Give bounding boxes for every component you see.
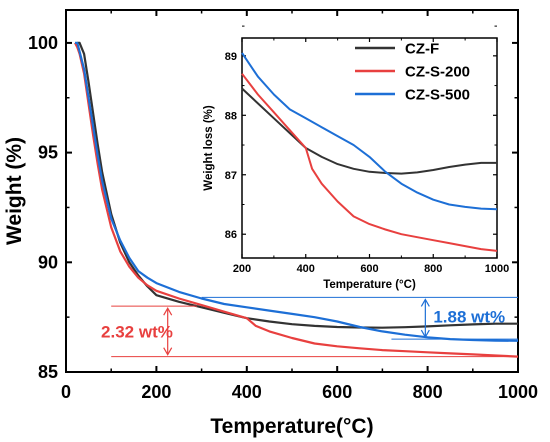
inset-y-tick-label: 86 — [225, 229, 237, 241]
x-tick-label: 600 — [322, 382, 352, 402]
y-tick-label: 90 — [38, 252, 58, 272]
y-tick-label: 95 — [38, 143, 58, 163]
legend: CZ-F CZ-S-200 CZ-S-500 — [355, 41, 470, 104]
annotation-arrow-head-up — [420, 298, 430, 307]
inset-y-tick-label: 87 — [225, 170, 237, 182]
inset-x-tick-label: 200 — [233, 263, 251, 275]
inset-plot: 200 400 600 800 1000 86 87 88 89 Temperature (°C)… — [203, 25, 509, 291]
annotation-arrow-head-down — [163, 347, 173, 356]
annotation-label-red: 2.32 wt% — [101, 322, 173, 341]
main-plot: 0 200 400 600 800 1000 85 90 95 100 Temperature(°C… — [3, 9, 538, 438]
x-tick-label: 0 — [61, 382, 71, 402]
x-tick-label: 200 — [141, 382, 171, 402]
annotation-label-blue: 1.88 wt% — [433, 307, 505, 326]
inset-series-line-cz-s-200 — [241, 73, 498, 252]
legend-label-cz-f: CZ-F — [405, 41, 439, 58]
inset-series-line-cz-f — [241, 87, 497, 175]
inset-x-tick-label: 800 — [424, 263, 442, 275]
series-line-cz-f — [77, 41, 518, 329]
series-line-cz-s-200 — [74, 42, 519, 358]
inset-y-axis-label: Weight loss (%) — [203, 105, 215, 191]
y-tick-label: 85 — [38, 362, 58, 382]
annotation-arrow-head-up — [163, 306, 173, 316]
legend-label-cz-s-200: CZ-S-200 — [405, 64, 470, 81]
inset-x-tick-label: 400 — [297, 263, 315, 275]
inset-y-tick-label: 89 — [225, 51, 237, 63]
series-line-cz-s-500 — [75, 41, 519, 342]
annotation-arrow-head-down — [420, 329, 430, 339]
inset-x-tick-label: 1000 — [485, 263, 509, 275]
x-axis-label: Temperature(°C) — [210, 415, 373, 438]
y-axis-label: Weight (%) — [3, 137, 26, 245]
legend-label-cz-s-500: CZ-S-500 — [405, 87, 470, 104]
inset-plot-frame — [241, 37, 498, 259]
x-tick-label: 1000 — [498, 382, 538, 402]
x-tick-label: 800 — [413, 382, 443, 402]
y-tick-label: 100 — [28, 33, 58, 53]
inset-x-tick-label: 600 — [360, 263, 378, 275]
inset-series-line-cz-s-500 — [241, 52, 498, 211]
x-tick-label: 400 — [232, 382, 262, 402]
inset-y-tick-label: 88 — [225, 110, 237, 122]
inset-x-axis-label: Temperature (°C) — [323, 279, 416, 291]
